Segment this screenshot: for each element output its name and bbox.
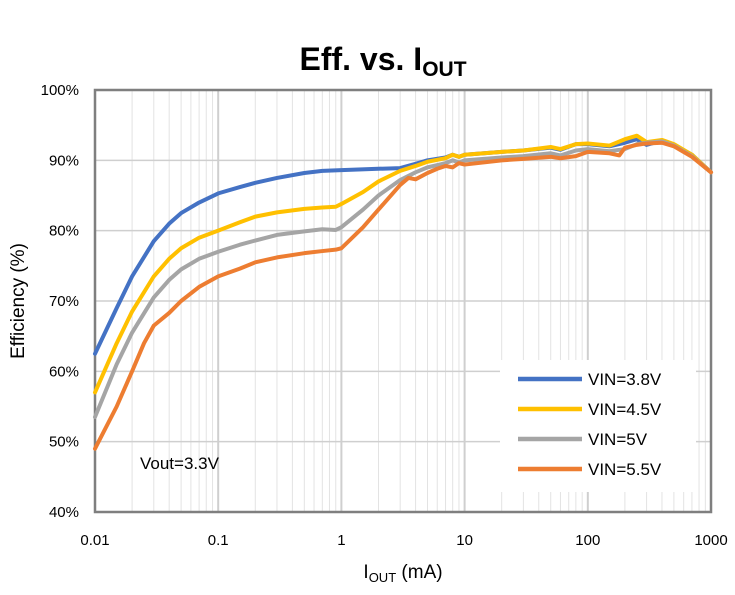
x-tick-label: 1000: [694, 532, 727, 549]
plot-border: [93, 88, 713, 514]
y-tick-label: 50%: [49, 434, 79, 451]
y-tick-label: 100%: [41, 82, 79, 99]
x-axis-label-unit: (mA): [396, 562, 442, 583]
x-axis-label-main: I: [363, 562, 368, 583]
series-line-2: [93, 133, 713, 395]
legend-label: VIN=5V: [588, 430, 648, 449]
x-tick-label: 10: [456, 532, 473, 549]
x-tick-labels: 0.01 0.1 1 10 100 1000: [80, 532, 727, 549]
chart-title-sub: OUT: [422, 58, 467, 81]
vout-annotation: Vout=3.3V: [140, 454, 220, 473]
x-axis-label-sub: OUT: [369, 570, 397, 585]
chart-title-main: Eff. vs. I: [299, 41, 422, 77]
x-tick-label: 0.01: [80, 532, 109, 549]
y-axis-label: Efficiency (%): [8, 243, 29, 359]
y-tick-label: 40%: [49, 504, 79, 521]
legend-label: VIN=3.8V: [588, 370, 662, 389]
series-lines: [93, 133, 713, 451]
y-tick-label: 60%: [49, 363, 79, 380]
legend-label: VIN=5.5V: [588, 460, 662, 479]
legend-label: VIN=4.5V: [588, 400, 662, 419]
x-axis-label: IOUT (mA): [363, 562, 442, 585]
x-tick-label: 1: [337, 532, 345, 549]
y-tick-label: 90%: [49, 152, 79, 169]
x-tick-label: 0.1: [208, 532, 229, 549]
chart-title: Eff. vs. IOUT: [299, 41, 466, 81]
legend: VIN=3.8V VIN=4.5V VIN=5V VIN=5.5V: [500, 360, 696, 492]
y-tick-label: 70%: [49, 293, 79, 310]
series-line-4: [93, 140, 713, 451]
y-tick-labels: 40% 50% 60% 70% 80% 90% 100%: [41, 82, 79, 521]
y-tick-label: 80%: [49, 223, 79, 240]
x-tick-label: 100: [575, 532, 600, 549]
